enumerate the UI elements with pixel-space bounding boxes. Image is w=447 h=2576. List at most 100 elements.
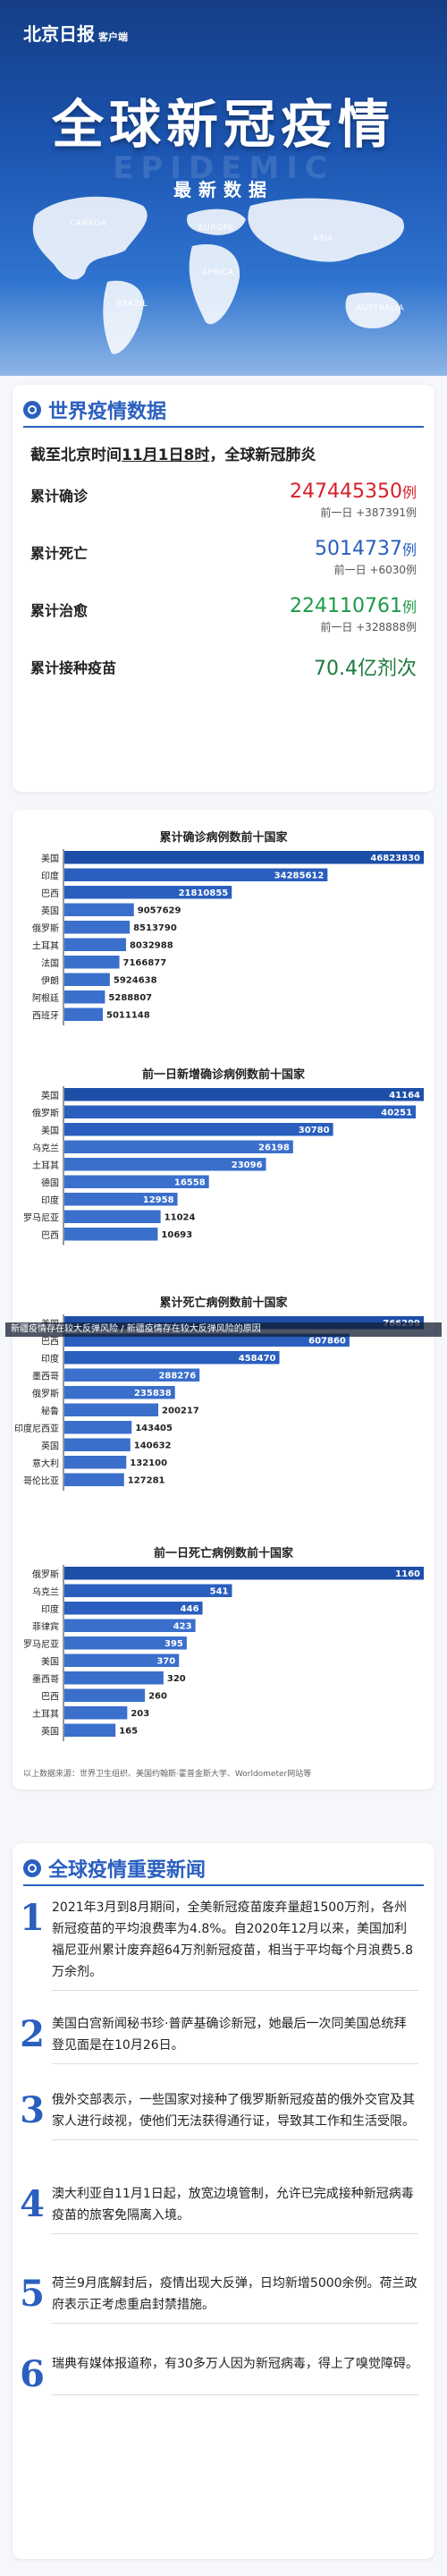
data-label: 8513790 — [133, 923, 177, 933]
tick-label: 哥伦比亚 — [23, 1475, 59, 1487]
bar — [64, 1619, 196, 1632]
stat-confirmed: 累计确诊 247445350例 前一日 +387391例 — [30, 472, 417, 529]
stat-label: 累计确诊 — [30, 488, 89, 505]
bar — [64, 1584, 232, 1597]
data-label: 260 — [148, 1692, 167, 1702]
bar — [64, 1105, 417, 1118]
tick-label: 西班牙 — [32, 1011, 59, 1022]
data-label: 5011148 — [106, 1011, 150, 1021]
bar-chart: 英国 41164 俄罗斯 40251 美国 30780 乌克兰 26198 土耳其 23096 德国… — [23, 1086, 424, 1245]
tick-label: 秘鲁 — [41, 1406, 59, 1417]
news-number: 1 — [20, 1897, 45, 1939]
globe-icon — [23, 1859, 41, 1877]
bar — [64, 1158, 266, 1171]
data-label: 165 — [119, 1727, 138, 1737]
tick-label: 英国 — [41, 1726, 59, 1738]
chart-title: 前一日死亡病例数前十国家 — [153, 1547, 293, 1560]
stat-value: 5014737例 — [315, 538, 417, 560]
logo-text: 北京日报 — [23, 23, 95, 45]
data-label: 16558 — [174, 1178, 206, 1188]
tick-label: 印度 — [41, 1603, 59, 1615]
data-label: 607860 — [308, 1337, 346, 1347]
logo: 北京日报 客户端 — [23, 20, 128, 46]
bar — [64, 868, 328, 881]
bar-chart: 美国 46823830 印度 34285612 巴西 21810855 英国 9057629 俄… — [32, 849, 424, 1025]
bar — [64, 1368, 200, 1382]
news-item: 6 瑞典有媒体报道称，有30多万人因为新冠病毒，得上了嗅觉障碍。 — [13, 2353, 434, 2395]
data-label: 5288807 — [108, 993, 152, 1003]
tick-label: 意大利 — [32, 1458, 59, 1469]
data-label: 370 — [156, 1657, 175, 1667]
stat-prev: 前一日 +387391例 — [320, 506, 417, 519]
globe-icon — [23, 401, 41, 419]
tick-label: 印度 — [41, 871, 59, 882]
bar — [64, 1193, 178, 1206]
stat-value: 70.4亿剂次 — [314, 658, 417, 680]
map-label-europe: EUROPE — [198, 224, 234, 233]
data-label: 10693 — [161, 1230, 192, 1240]
tick-label: 德国 — [41, 1177, 59, 1189]
bar — [64, 1333, 350, 1347]
bar — [64, 1723, 116, 1737]
data-label: 21810855 — [179, 888, 229, 898]
data-label: 41164 — [389, 1091, 420, 1101]
charts-card: 累计确诊病例数前十国家 美国 46823830 印度 34285612 巴西 2181085… — [13, 810, 434, 1790]
world-data-title: 世界疫情数据 — [48, 401, 167, 423]
data-label: 40251 — [381, 1109, 412, 1118]
news-title: 全球疫情重要新闻 — [48, 1859, 207, 1882]
tick-label: 英国 — [41, 905, 59, 917]
news-text: 荷兰9月底解封后，疫情出现大反弹，日均新增5000余例。荷兰政府表示正考虑重启封… — [52, 2273, 418, 2324]
stat-label: 累计治愈 — [30, 602, 89, 619]
map-label-africa: AFRICA — [202, 268, 234, 277]
tick-label: 美国 — [41, 1125, 59, 1136]
bar — [64, 1438, 131, 1451]
data-label: 235838 — [134, 1389, 172, 1399]
data-label: 541 — [210, 1587, 229, 1597]
bar — [64, 1007, 104, 1021]
news-header: 全球疫情重要新闻 — [23, 1852, 424, 1886]
bar — [64, 990, 105, 1004]
tick-label: 罗马尼亚 — [23, 1213, 59, 1224]
data-label: 288276 — [158, 1372, 196, 1382]
tick-label: 阿根廷 — [32, 992, 59, 1004]
bar — [64, 1637, 187, 1650]
stat-prev: 前一日 +6030例 — [333, 564, 417, 576]
news-number: 2 — [20, 2013, 45, 2055]
news-item: 4 澳大利亚自11月1日起，放宽边境管制，允许已完成接种新冠病毒疫苗的旅客免隔离入… — [13, 2183, 434, 2234]
chart-source: 以上数据来源：世界卫生组织、美国约翰斯·霍普金斯大学、Worldometer网站… — [23, 1770, 312, 1779]
tick-label: 俄罗斯 — [32, 1388, 59, 1399]
news-number: 3 — [20, 2089, 45, 2131]
bar — [64, 1123, 333, 1136]
bar — [64, 1140, 293, 1153]
bar — [64, 851, 424, 864]
data-label: 143405 — [135, 1424, 173, 1433]
bar — [64, 1403, 159, 1416]
bar — [64, 1671, 164, 1685]
bar — [64, 903, 134, 916]
banner-title: 全球新冠疫情 — [51, 94, 395, 155]
map-label-brazil: BRAZIL — [116, 300, 148, 309]
map-label-asia: ASIA — [313, 234, 333, 243]
tick-label: 印度 — [41, 1353, 59, 1365]
tick-label: 法国 — [41, 957, 59, 969]
data-label: 446 — [181, 1604, 199, 1614]
stat-vaccinated: 累计接种疫苗 70.4亿剂次 — [30, 643, 417, 690]
stat-prev: 前一日 +328888例 — [320, 621, 417, 633]
stat-deaths: 累计死亡 5014737例 前一日 +6030例 — [30, 529, 417, 586]
data-label: 423 — [173, 1622, 192, 1632]
data-label: 140632 — [134, 1441, 172, 1451]
bar-chart: 俄罗斯 1160 乌克兰 541 印度 446 菲律宾 423 罗马尼亚 395 美国 370 墨西哥 3… — [23, 1565, 424, 1741]
data-label: 26198 — [258, 1143, 290, 1153]
tick-label: 巴西 — [41, 1337, 59, 1348]
news-item: 2 美国白宫新闻秘书珍·普萨基确诊新冠，她最后一次同美国总统拜登见面是在10月26… — [13, 2013, 434, 2064]
bar — [64, 1473, 124, 1486]
bar — [64, 938, 126, 951]
bar — [64, 886, 232, 899]
bar — [64, 1654, 180, 1667]
news-item: 1 2021年3月到8月期间，全美新冠疫苗废弃量超1500万剂，各州新冠疫苗的平均… — [13, 1897, 434, 1991]
data-label: 8032988 — [130, 941, 173, 951]
tick-label: 土耳其 — [32, 940, 59, 952]
banner-subtitle: 最新数据 — [173, 179, 274, 200]
tick-label: 美国 — [41, 1656, 59, 1668]
